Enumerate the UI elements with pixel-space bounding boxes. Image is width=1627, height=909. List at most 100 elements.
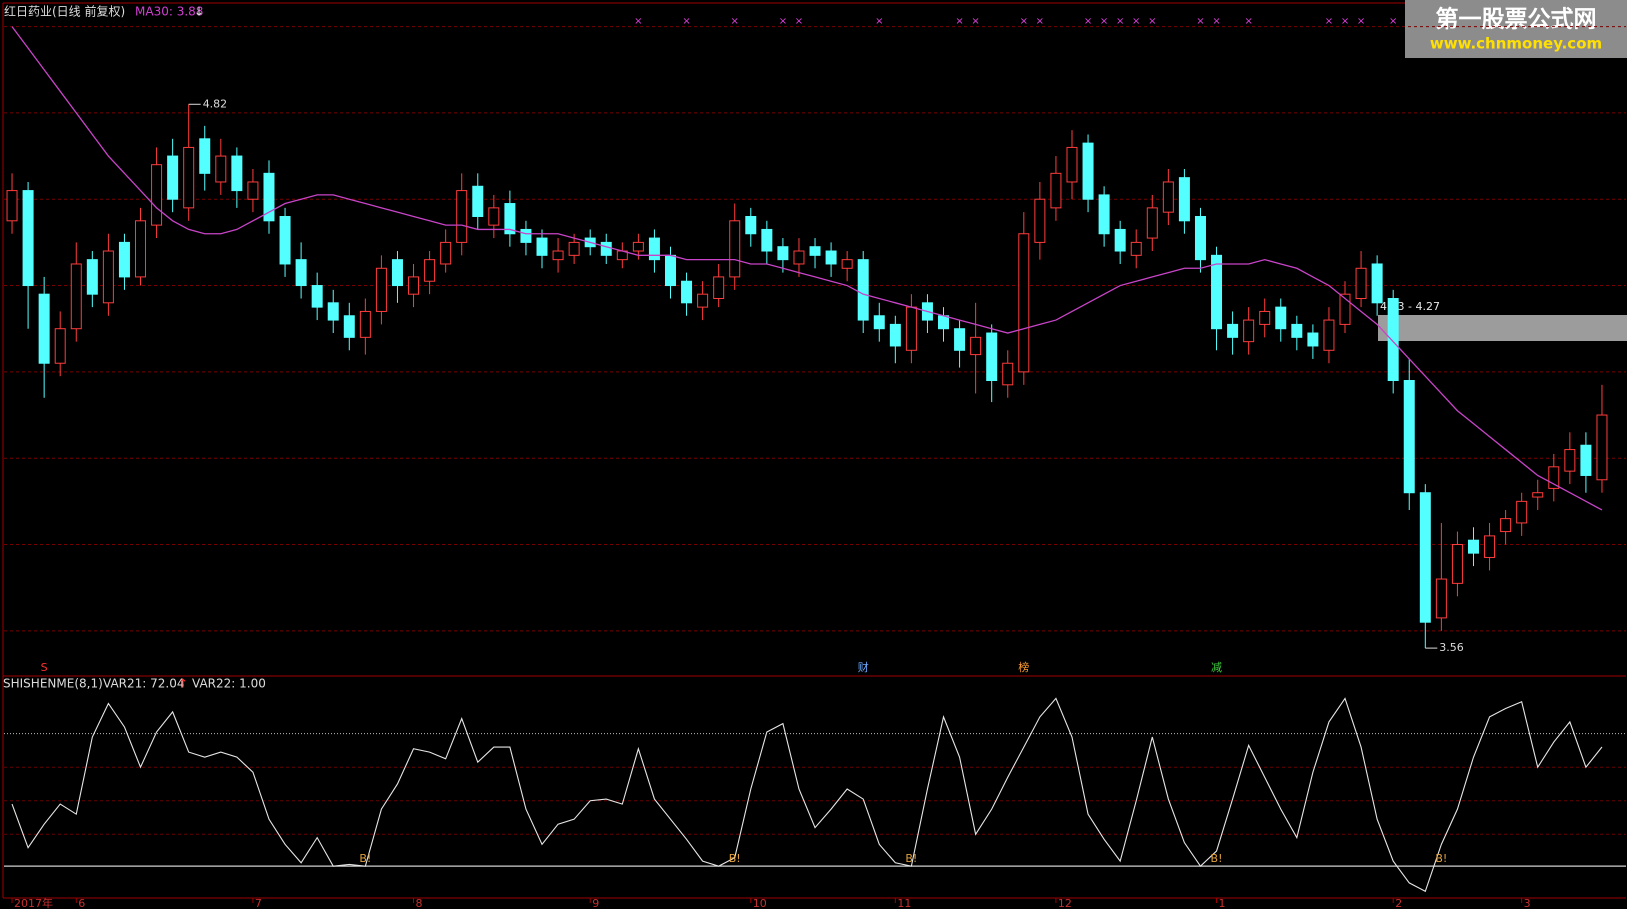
candle-body bbox=[1564, 449, 1576, 472]
signal-marker: × bbox=[779, 16, 787, 27]
candle-body bbox=[1130, 241, 1142, 256]
candle-body bbox=[1259, 310, 1271, 325]
watermark-title: 第一股票公式网 bbox=[1436, 6, 1597, 33]
candle-body bbox=[70, 263, 82, 330]
candle-body bbox=[761, 228, 773, 252]
candle-body bbox=[231, 155, 243, 192]
signal-marker: × bbox=[731, 16, 739, 27]
buy-signal: B! bbox=[359, 852, 371, 865]
candle-body bbox=[697, 293, 709, 308]
candle-body bbox=[664, 254, 676, 287]
candle-body bbox=[151, 164, 163, 226]
x-tick-label: 11 bbox=[897, 897, 911, 909]
candle-body bbox=[327, 302, 339, 321]
candle-body bbox=[793, 250, 805, 265]
candle-body bbox=[648, 237, 660, 261]
candle-body bbox=[970, 336, 982, 356]
x-tick-label: 7 bbox=[255, 897, 262, 909]
signal-marker: × bbox=[1148, 16, 1156, 27]
candle-body bbox=[135, 220, 147, 278]
event-label: 财 bbox=[858, 660, 869, 674]
candle-body bbox=[1178, 177, 1190, 222]
arrow-icon: ↑ bbox=[178, 677, 188, 691]
candle-body bbox=[1323, 319, 1335, 351]
candle-body bbox=[456, 190, 468, 243]
candle-body bbox=[1435, 578, 1447, 619]
signal-marker: × bbox=[1212, 16, 1220, 27]
candle-body bbox=[841, 259, 853, 269]
signal-marker: × bbox=[971, 16, 979, 27]
candle-body bbox=[1403, 380, 1415, 494]
candle-body bbox=[1066, 146, 1078, 183]
indicator-line bbox=[11, 697, 1603, 893]
signal-marker: × bbox=[875, 16, 883, 27]
candle-body bbox=[472, 185, 484, 217]
selection-bar bbox=[1378, 315, 1627, 341]
legend-entry: MA30: 3.88 bbox=[135, 5, 203, 19]
signal-marker: × bbox=[1357, 16, 1365, 27]
signal-marker: × bbox=[1132, 16, 1140, 27]
candle-body bbox=[1548, 466, 1560, 489]
signal-marker: × bbox=[1325, 16, 1333, 27]
ma-line bbox=[11, 26, 1603, 511]
buy-signal: B! bbox=[729, 852, 741, 865]
x-tick-label: 10 bbox=[753, 897, 767, 909]
candle-body bbox=[359, 310, 371, 338]
legend-entry: VAR21: 72.04 bbox=[103, 677, 184, 691]
buy-signal: B! bbox=[1211, 852, 1223, 865]
candle-body bbox=[54, 328, 66, 364]
candle-body bbox=[167, 155, 179, 200]
candle-body bbox=[600, 241, 612, 256]
candle-body bbox=[1580, 444, 1592, 476]
candle-body bbox=[1500, 518, 1512, 533]
candle-body bbox=[520, 228, 532, 243]
candle-body bbox=[1194, 215, 1206, 261]
candle-body bbox=[1339, 293, 1351, 325]
high-label: 4.82 bbox=[203, 97, 228, 110]
buy-signal: B! bbox=[1435, 852, 1447, 865]
indicator-title: SHISHENME(8,1) bbox=[3, 677, 103, 691]
candle-body bbox=[809, 246, 821, 256]
x-tick-label: 8 bbox=[416, 897, 423, 909]
candle-body bbox=[1467, 539, 1479, 554]
candle-body bbox=[552, 250, 564, 261]
candle-body bbox=[1484, 535, 1496, 558]
candle-body bbox=[118, 241, 130, 278]
candle-body bbox=[777, 246, 789, 261]
candle-body bbox=[1355, 267, 1367, 299]
x-tick-label: 3 bbox=[1524, 897, 1531, 909]
candle-body bbox=[488, 207, 500, 226]
candle-body bbox=[199, 138, 211, 174]
candle-body bbox=[1532, 492, 1544, 498]
event-label: S bbox=[41, 661, 48, 674]
candle-body bbox=[1146, 207, 1158, 239]
candle-body bbox=[938, 315, 950, 330]
signal-marker: × bbox=[1196, 16, 1204, 27]
candle-body bbox=[1516, 500, 1528, 524]
candle-body bbox=[183, 146, 195, 209]
candle-body bbox=[1162, 181, 1174, 213]
candle-body bbox=[825, 250, 837, 265]
candle-body bbox=[1018, 233, 1030, 373]
candle-body bbox=[1275, 306, 1287, 330]
candle-body bbox=[408, 276, 420, 295]
candle-body bbox=[857, 259, 869, 321]
candle-body bbox=[215, 155, 227, 183]
candle-body bbox=[504, 203, 516, 235]
candle-body bbox=[247, 181, 259, 200]
candle-body bbox=[295, 259, 307, 287]
signal-marker: × bbox=[1341, 16, 1349, 27]
candle-body bbox=[375, 267, 387, 312]
candle-body bbox=[1227, 323, 1239, 338]
signal-marker: × bbox=[1116, 16, 1124, 27]
x-tick-label: 6 bbox=[78, 897, 85, 909]
chart-title: 红日药业(日线 前复权) bbox=[4, 4, 125, 19]
signal-marker: × bbox=[1244, 16, 1252, 27]
buy-signal: B! bbox=[905, 852, 917, 865]
candle-body bbox=[905, 306, 917, 351]
event-label: 减 bbox=[1211, 661, 1222, 674]
candle-body bbox=[1307, 332, 1319, 347]
signal-marker: × bbox=[1100, 16, 1108, 27]
